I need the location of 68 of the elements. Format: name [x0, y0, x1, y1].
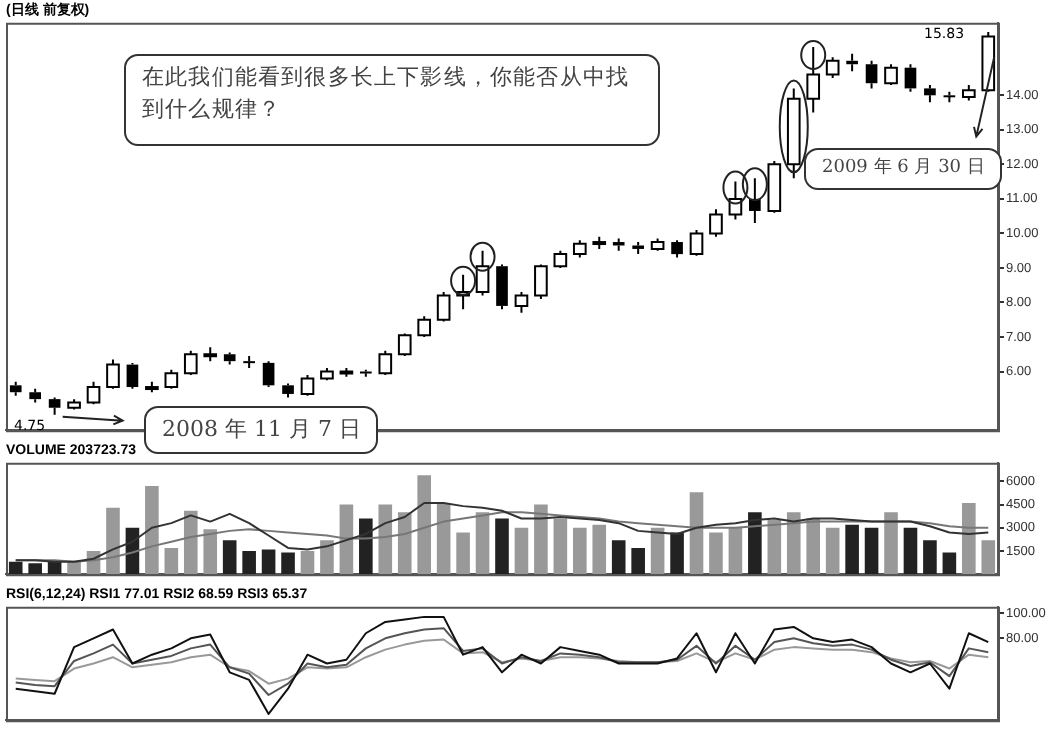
bar — [203, 529, 218, 575]
candlestick — [904, 63, 917, 93]
candlestick — [865, 59, 878, 90]
bar — [592, 524, 607, 575]
bar — [806, 518, 821, 575]
bar — [339, 504, 354, 575]
bar — [106, 507, 120, 575]
bar — [962, 503, 976, 575]
candlestick — [924, 83, 936, 104]
bar — [670, 532, 684, 575]
bar — [359, 518, 373, 575]
bar — [689, 492, 704, 575]
bar — [534, 504, 548, 575]
bar — [8, 561, 23, 575]
candlestick — [360, 368, 372, 378]
bar — [942, 552, 957, 575]
bar — [767, 520, 782, 575]
bar — [514, 527, 529, 575]
bar — [631, 547, 645, 575]
bar — [378, 504, 393, 575]
bar — [709, 532, 723, 575]
candlestick — [943, 90, 956, 104]
bar — [553, 518, 568, 575]
bar — [650, 527, 665, 575]
bar — [164, 547, 179, 575]
bar — [300, 550, 315, 575]
annotation: 2009 年 6 月 30 日 — [804, 148, 1003, 191]
bar — [475, 512, 490, 575]
bar — [456, 532, 470, 575]
bar — [573, 527, 587, 575]
bar — [261, 549, 276, 575]
bar — [903, 527, 918, 575]
candlestick — [846, 52, 858, 73]
bar — [242, 550, 256, 575]
bar — [397, 512, 412, 575]
candlestick — [671, 239, 683, 259]
candlestick — [9, 380, 22, 397]
annotation: 2008 年 11 月 7 日 — [144, 406, 379, 454]
bar — [495, 518, 509, 575]
bar — [436, 503, 451, 575]
candlestick — [29, 387, 42, 404]
candlestick — [262, 360, 275, 389]
bar — [281, 552, 295, 575]
candlestick — [612, 237, 625, 252]
bar — [67, 561, 81, 575]
bar — [748, 512, 762, 575]
candlestick — [632, 241, 644, 256]
bar — [923, 540, 937, 575]
bar — [183, 510, 198, 575]
bar — [611, 540, 626, 575]
candlestick — [126, 361, 139, 390]
bar — [222, 540, 237, 575]
bar — [845, 524, 859, 575]
bar — [28, 563, 42, 575]
bar — [728, 527, 743, 575]
candlestick — [496, 263, 508, 311]
bar — [981, 540, 996, 575]
bar — [786, 512, 801, 575]
candlestick — [243, 354, 255, 370]
annotation: 在此我们能看到很多长上下影线，你能否从中找到什么规律？ — [124, 54, 660, 146]
bar — [884, 512, 898, 575]
candlestick — [223, 351, 236, 366]
bar — [825, 527, 840, 575]
bar — [145, 486, 159, 575]
bar — [417, 475, 431, 575]
bar — [864, 527, 879, 575]
candlestick — [48, 396, 61, 416]
bar — [320, 540, 334, 575]
